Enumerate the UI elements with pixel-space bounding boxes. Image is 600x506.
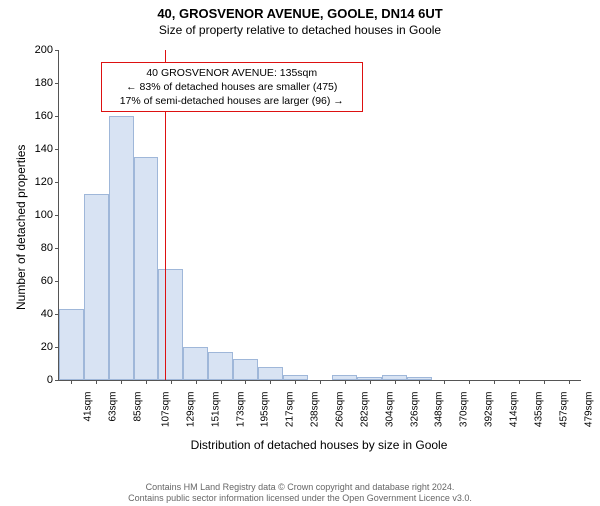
- x-tick: [494, 380, 495, 384]
- footer: Contains HM Land Registry data © Crown c…: [0, 482, 600, 505]
- x-tick: [419, 380, 420, 384]
- x-tick-label: 479sqm: [579, 392, 594, 428]
- x-tick: [395, 380, 396, 384]
- y-tick-label: 0: [47, 374, 59, 386]
- y-tick-label: 20: [41, 341, 59, 353]
- x-tick-label: 129sqm: [181, 392, 196, 428]
- plot-area: 02040608010012014016018020041sqm63sqm85s…: [58, 50, 581, 381]
- x-tick: [96, 380, 97, 384]
- histogram-bar: [134, 157, 159, 380]
- x-tick-label: 414sqm: [504, 392, 519, 428]
- annotation-line: ← 83% of detached houses are smaller (47…: [108, 80, 356, 94]
- annotation-box: 40 GROSVENOR AVENUE: 135sqm← 83% of deta…: [101, 62, 363, 113]
- x-axis-label: Distribution of detached houses by size …: [58, 438, 580, 452]
- chart-container: Number of detached properties 0204060801…: [0, 44, 600, 464]
- y-axis-label: Number of detached properties: [14, 145, 28, 310]
- x-tick: [221, 380, 222, 384]
- x-tick: [121, 380, 122, 384]
- histogram-bar: [258, 367, 283, 380]
- x-tick: [444, 380, 445, 384]
- annotation-line: 40 GROSVENOR AVENUE: 135sqm: [108, 66, 356, 80]
- x-tick-label: 173sqm: [231, 392, 246, 428]
- y-tick-label: 60: [41, 275, 59, 287]
- histogram-bar: [84, 194, 109, 380]
- x-tick: [469, 380, 470, 384]
- x-tick: [171, 380, 172, 384]
- page-subtitle: Size of property relative to detached ho…: [0, 23, 600, 37]
- histogram-bar: [183, 347, 208, 380]
- x-tick: [245, 380, 246, 384]
- x-tick-label: 326sqm: [405, 392, 420, 428]
- histogram-bar: [158, 269, 183, 380]
- x-tick: [519, 380, 520, 384]
- x-tick-label: 238sqm: [305, 392, 320, 428]
- x-tick: [196, 380, 197, 384]
- page-title: 40, GROSVENOR AVENUE, GOOLE, DN14 6UT: [0, 6, 600, 21]
- x-tick-label: 282sqm: [355, 392, 370, 428]
- y-tick-label: 200: [35, 44, 59, 56]
- x-tick-label: 151sqm: [206, 392, 221, 428]
- y-tick-label: 100: [35, 209, 59, 221]
- x-tick: [146, 380, 147, 384]
- histogram-bar: [208, 352, 233, 380]
- x-tick: [320, 380, 321, 384]
- x-tick: [569, 380, 570, 384]
- y-tick-label: 120: [35, 176, 59, 188]
- x-tick-label: 370sqm: [455, 392, 470, 428]
- histogram-bar: [233, 359, 258, 380]
- annotation-line: 17% of semi-detached houses are larger (…: [108, 94, 356, 108]
- x-tick: [295, 380, 296, 384]
- x-tick-label: 392sqm: [479, 392, 494, 428]
- x-tick-label: 63sqm: [104, 392, 119, 422]
- x-tick-label: 457sqm: [554, 392, 569, 428]
- y-tick-label: 80: [41, 242, 59, 254]
- x-tick: [544, 380, 545, 384]
- x-tick-label: 348sqm: [430, 392, 445, 428]
- x-tick-label: 107sqm: [156, 392, 171, 428]
- y-tick-label: 140: [35, 143, 59, 155]
- footer-line-1: Contains HM Land Registry data © Crown c…: [10, 482, 590, 493]
- histogram-bar: [59, 309, 84, 380]
- x-tick-label: 195sqm: [256, 392, 271, 428]
- x-tick-label: 435sqm: [529, 392, 544, 428]
- x-tick-label: 304sqm: [380, 392, 395, 428]
- x-tick: [370, 380, 371, 384]
- x-tick: [270, 380, 271, 384]
- y-tick-label: 40: [41, 308, 59, 320]
- histogram-bar: [109, 116, 134, 380]
- y-tick-label: 160: [35, 110, 59, 122]
- x-tick-label: 85sqm: [129, 392, 144, 422]
- x-tick-label: 260sqm: [330, 392, 345, 428]
- x-tick-label: 41sqm: [79, 392, 94, 422]
- footer-line-2: Contains public sector information licen…: [10, 493, 590, 504]
- x-tick: [71, 380, 72, 384]
- x-tick-label: 217sqm: [281, 392, 296, 428]
- x-tick: [345, 380, 346, 384]
- y-tick-label: 180: [35, 77, 59, 89]
